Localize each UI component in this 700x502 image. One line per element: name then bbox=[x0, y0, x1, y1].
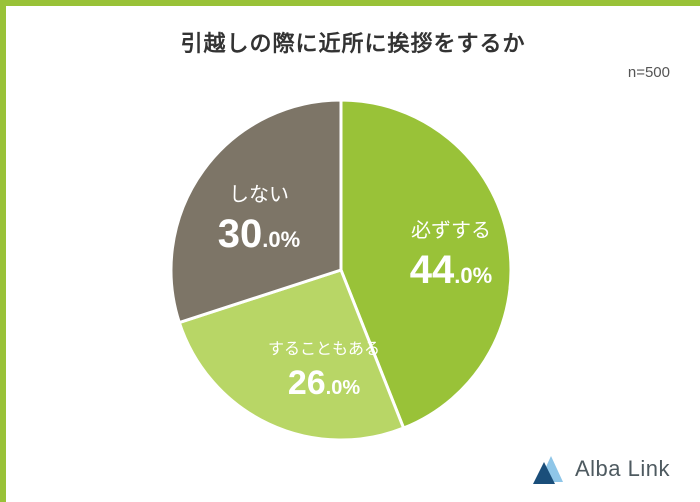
logo: Alba Link bbox=[531, 454, 670, 484]
pie-svg bbox=[171, 100, 511, 440]
sample-size: n=500 bbox=[628, 64, 670, 81]
chart-title: 引越しの際に近所に挨拶をするか bbox=[6, 26, 700, 58]
pie-chart: 必ずする44.0%することもある26.0%しない30.0% bbox=[171, 100, 511, 440]
logo-mark-icon bbox=[531, 454, 565, 484]
logo-text: Alba Link bbox=[575, 456, 670, 482]
